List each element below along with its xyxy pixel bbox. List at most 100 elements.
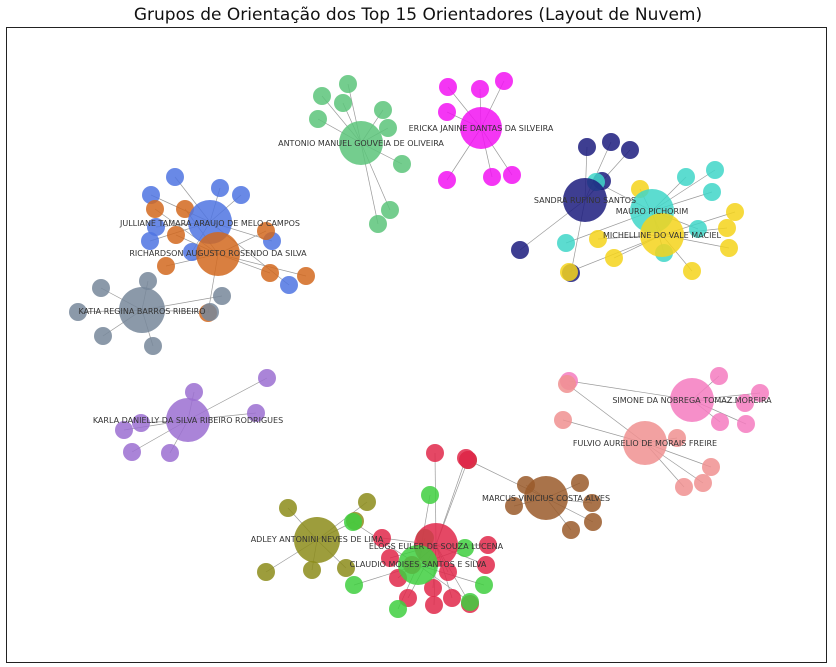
student-node bbox=[261, 264, 279, 282]
student-node bbox=[720, 239, 738, 257]
student-node bbox=[141, 232, 159, 250]
student-node bbox=[710, 367, 728, 385]
supervisor-node-adley-antonini-neves-de-lima bbox=[294, 517, 340, 563]
student-node bbox=[211, 179, 229, 197]
student-node bbox=[257, 563, 275, 581]
student-node bbox=[621, 141, 639, 159]
student-node bbox=[706, 161, 724, 179]
student-node bbox=[571, 474, 589, 492]
student-node bbox=[358, 493, 376, 511]
student-node bbox=[584, 513, 602, 531]
student-node bbox=[157, 257, 175, 275]
student-node bbox=[425, 596, 443, 614]
supervisor-node-marcus-vinicius-costa-alves bbox=[524, 476, 568, 520]
supervisor-node-antonio-manuel-gouveia-de-oliveira bbox=[339, 121, 383, 165]
supervisor-label: ADLEY ANTONINI NEVES DE LIMA bbox=[251, 535, 384, 544]
student-node bbox=[94, 327, 112, 345]
student-node bbox=[176, 200, 194, 218]
student-node bbox=[439, 78, 457, 96]
student-node bbox=[69, 303, 87, 321]
student-node bbox=[345, 576, 363, 594]
student-node bbox=[439, 563, 457, 581]
student-node bbox=[185, 383, 203, 401]
student-node bbox=[421, 486, 439, 504]
student-node bbox=[503, 166, 521, 184]
student-node bbox=[393, 155, 411, 173]
student-node bbox=[309, 110, 327, 128]
supervisor-label: ANTONIO MANUEL GOUVEIA DE OLIVEIRA bbox=[278, 139, 444, 148]
student-node bbox=[424, 579, 442, 597]
supervisor-node-katia-regina-barros-ribeiro bbox=[119, 287, 165, 333]
student-node bbox=[232, 186, 250, 204]
student-node bbox=[132, 414, 150, 432]
student-node bbox=[694, 474, 712, 492]
student-node bbox=[562, 521, 580, 539]
student-node bbox=[718, 219, 736, 237]
student-node bbox=[379, 119, 397, 137]
supervisor-label: RICHARDSON AUGUSTO ROSENDO DA SILVA bbox=[129, 249, 307, 258]
student-node bbox=[443, 589, 461, 607]
supervisor-node-sandra-rufino-santos bbox=[563, 178, 607, 222]
student-node bbox=[213, 287, 231, 305]
student-node bbox=[139, 272, 157, 290]
supervisor-node-ericka-janine-dantas-da-silveira bbox=[460, 107, 502, 149]
student-node bbox=[554, 411, 572, 429]
student-node bbox=[303, 561, 321, 579]
edges-layer bbox=[77, 80, 761, 610]
student-node bbox=[483, 168, 501, 186]
student-node bbox=[144, 337, 162, 355]
labels-layer: ANTONIO MANUEL GOUVEIA DE OLIVEIRA ERICKA… bbox=[78, 124, 772, 569]
supervisor-label: KARLA DANIELLY DA SILVA RIBEIRO RODRIGUE… bbox=[93, 416, 283, 425]
student-node bbox=[389, 600, 407, 618]
student-node bbox=[726, 203, 744, 221]
student-node bbox=[438, 103, 456, 121]
student-node bbox=[337, 559, 355, 577]
student-node bbox=[477, 556, 495, 574]
student-node bbox=[339, 75, 357, 93]
student-node bbox=[166, 168, 184, 186]
student-node bbox=[737, 415, 755, 433]
student-node bbox=[495, 72, 513, 90]
student-node bbox=[702, 458, 720, 476]
supervisor-node-michelline-do-vale-maciel bbox=[640, 213, 684, 257]
supervisor-label: KATIA REGINA BARROS RIBEIRO bbox=[78, 307, 205, 316]
student-node bbox=[605, 249, 623, 267]
supervisor-label: JULLIANE TAMARA ARAUJO DE MELO CAMPOS bbox=[119, 219, 300, 228]
student-node bbox=[578, 138, 596, 156]
supervisor-label: MAURO PICHORIM bbox=[616, 207, 689, 216]
supervisor-node-richardson-augusto-rosendo-da-silva bbox=[196, 232, 240, 276]
student-node bbox=[279, 499, 297, 517]
student-node bbox=[167, 226, 185, 244]
student-node bbox=[123, 443, 141, 461]
student-node bbox=[456, 539, 474, 557]
supervisor-label: FULVIO AURELIO DE MORAIS FREIRE bbox=[573, 439, 717, 448]
student-node bbox=[589, 230, 607, 248]
student-node bbox=[381, 201, 399, 219]
student-node bbox=[751, 384, 769, 402]
student-node bbox=[689, 220, 707, 238]
student-node bbox=[461, 593, 479, 611]
supervisor-label: SANDRA RUFINO SANTOS bbox=[534, 196, 636, 205]
student-node bbox=[557, 234, 575, 252]
nodes-layer bbox=[69, 72, 769, 618]
student-node bbox=[711, 413, 729, 431]
student-node bbox=[297, 267, 315, 285]
supervisor-label: CLAUDIO MOISES SANTOS E SILVA bbox=[350, 560, 487, 569]
student-node bbox=[373, 529, 391, 547]
student-node bbox=[201, 303, 219, 321]
student-node bbox=[558, 375, 576, 393]
chart-title: Grupos de Orientação dos Top 15 Orientad… bbox=[133, 5, 703, 25]
supervisor-label: ERICKA JANINE DANTAS DA SILVEIRA bbox=[409, 124, 554, 133]
student-node bbox=[258, 369, 276, 387]
supervisor-label: ELOGS EULER DE SOUZA LUCENA bbox=[369, 542, 504, 551]
supervisor-node-simone-da-nobrega-tomaz-moreira bbox=[670, 378, 714, 422]
student-node bbox=[475, 576, 493, 594]
student-node bbox=[369, 215, 387, 233]
student-node bbox=[668, 429, 686, 447]
student-node bbox=[511, 241, 529, 259]
student-node bbox=[381, 549, 399, 567]
student-node bbox=[257, 222, 275, 240]
student-node bbox=[147, 218, 165, 236]
student-node bbox=[142, 186, 160, 204]
